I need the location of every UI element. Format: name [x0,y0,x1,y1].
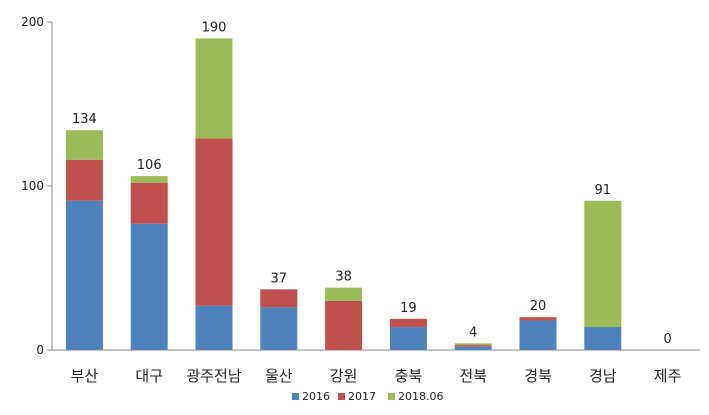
total-label: 20 [530,299,547,314]
total-label: 91 [595,183,612,198]
total-label: 37 [271,271,288,286]
y-tick-label: 100 [21,179,44,193]
category-label: 부산 [71,367,99,385]
total-label: 190 [202,20,227,35]
bar-segment-2016 [195,305,233,350]
category-label: 전북 [459,367,487,385]
category-label: 광주전남 [186,367,241,385]
bar-segment-2018-06 [130,176,168,183]
total-label: 38 [335,270,352,285]
y-tick-label: 0 [36,343,44,357]
bars [65,38,622,350]
total-label: 19 [400,301,417,316]
total-label: 4 [469,325,477,340]
bar-segment-2017 [519,317,557,321]
bar-segment-2016 [130,223,168,350]
bar-segment-2017 [389,318,427,328]
category-label: 경남 [589,367,617,385]
bar-segment-2017 [130,182,168,224]
category-label: 울산 [265,367,293,385]
legend-swatch [292,393,299,400]
bar-segment-2016 [389,327,427,350]
bar-segment-2016 [260,307,298,350]
category-label: 대구 [135,367,163,385]
bar-segment-2017 [195,138,233,306]
labels: 134 부산 106 대구 190 광주전남 37 울산 38 강원 19 충북 4 전북 20 경북 91 경남… [71,20,682,385]
bar-segment-2018-06 [325,287,363,301]
bar-segment-2017 [454,345,492,347]
legend-label: 2018.06 [398,390,444,403]
legend-swatch [388,393,395,400]
bar-segment-2016 [454,346,492,350]
category-label: 충북 [395,367,423,385]
bar-segment-2018-06 [454,343,492,346]
legend-swatch [338,393,345,400]
y-tick-label: 200 [21,15,44,29]
category-label: 강원 [330,367,358,385]
bar-segment-2018-06 [65,130,103,160]
total-label: 0 [663,332,671,347]
bar-segment-2017 [65,159,103,201]
bar-segment-2018-06 [584,200,622,328]
bar-segment-2018-06 [195,38,233,139]
bar-segment-2016 [584,327,622,350]
category-label: 경북 [524,367,552,385]
category-label: 제주 [654,367,682,385]
bar-segment-2017 [260,289,298,308]
legend-label: 2017 [348,390,376,403]
legend: 2016 2017 2018.06 [292,390,444,403]
bar-segment-2016 [519,320,557,350]
total-label: 106 [137,158,162,173]
bar-segment-2016 [65,200,103,350]
bar-segment-2017 [325,300,363,350]
legend-label: 2016 [302,390,330,403]
total-label: 134 [72,112,97,127]
